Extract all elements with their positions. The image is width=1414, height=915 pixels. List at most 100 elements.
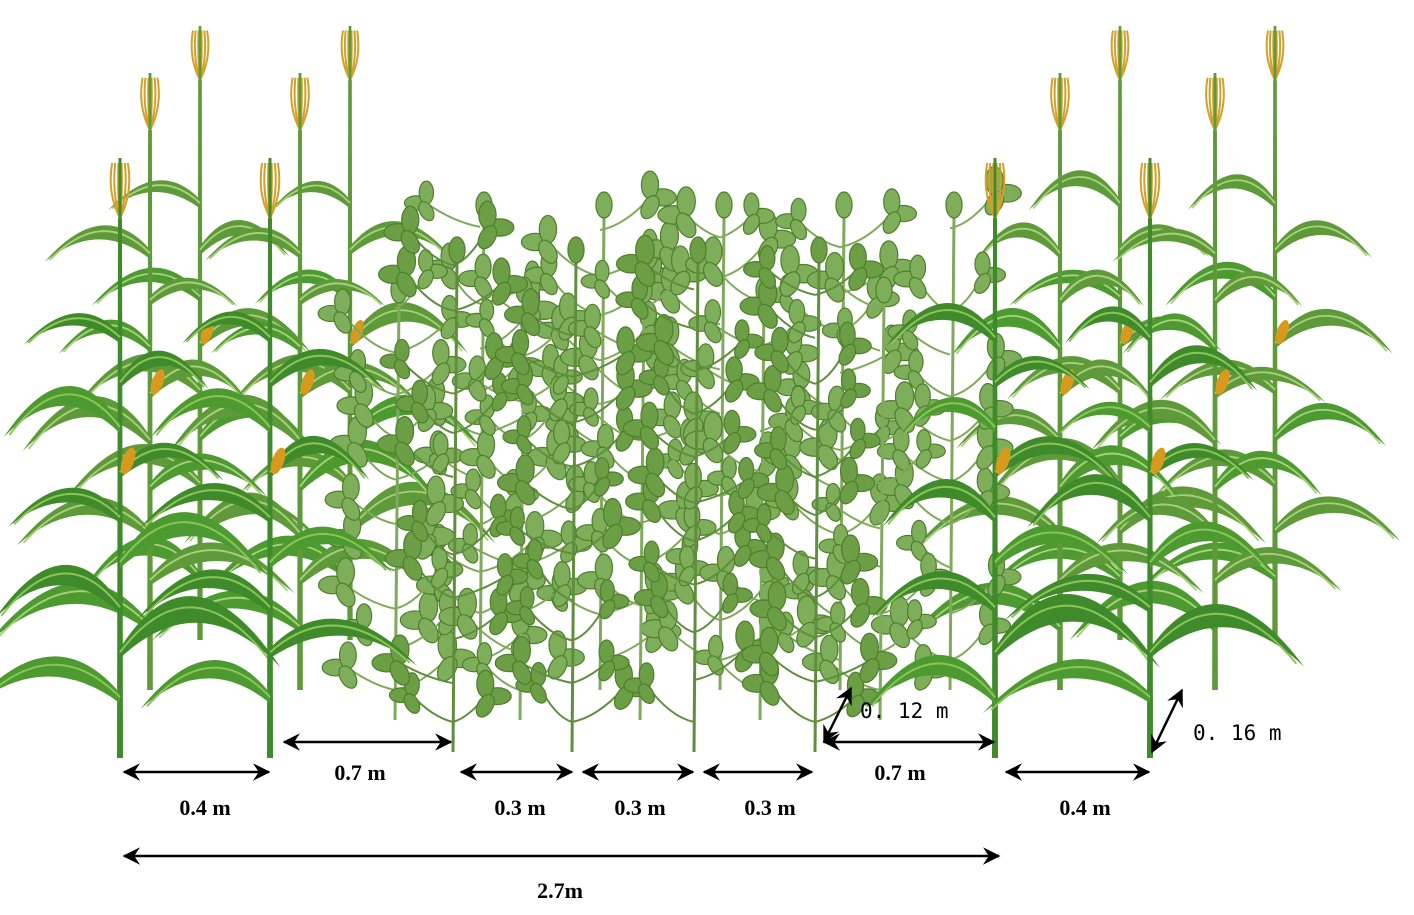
maize-leaf-rib	[994, 604, 1153, 666]
maize-tassel	[994, 162, 1006, 219]
maize-ear	[1215, 369, 1230, 395]
maize-leaf-rib	[904, 402, 996, 434]
maize-leaf	[169, 394, 300, 452]
soy-leaflet	[810, 236, 828, 264]
soy-leaflet	[859, 658, 880, 684]
maize-tassel	[1059, 77, 1070, 131]
maize-tassel	[1119, 30, 1130, 81]
maize-ear	[300, 369, 315, 395]
maize-leaf-rib	[119, 521, 262, 574]
soy-leaflet	[770, 350, 790, 374]
maize-stalk	[1212, 130, 1218, 690]
maize-stalk	[1147, 218, 1153, 758]
soy-leaflet	[401, 205, 420, 235]
soy-leaflet	[341, 497, 361, 521]
soy-leaflet	[840, 368, 857, 393]
soy-leaflet	[707, 634, 724, 660]
soy-leaflet	[679, 545, 695, 570]
soy-leaflet	[521, 288, 540, 317]
soy-leaflet	[476, 454, 496, 479]
soy-leaflet	[758, 245, 776, 272]
dimension-label: 0.3 m	[494, 795, 545, 820]
soy-leaflet	[906, 599, 923, 624]
soy-leaflet	[335, 582, 356, 608]
soy-leaflet	[737, 478, 755, 500]
soy-leaflet	[516, 383, 534, 406]
soy-leaflet	[432, 432, 449, 458]
soy-leaflet	[770, 426, 787, 453]
soy-leaflet	[425, 501, 447, 527]
soy-leaflet	[464, 488, 482, 510]
soy-leaflet	[491, 391, 508, 412]
soy-leaflet	[598, 639, 615, 665]
soy-leaflet	[704, 299, 722, 326]
soy-stem	[451, 259, 459, 753]
maize-stalk	[267, 218, 273, 758]
soy-leaflet	[684, 462, 702, 491]
soy-leaflet	[774, 489, 795, 516]
maize-leaf-rib	[119, 606, 274, 665]
soy-leaflet	[336, 557, 356, 588]
maize-leaf	[3, 385, 120, 438]
soy-leaflet	[640, 401, 659, 431]
maize-leaf	[120, 350, 209, 389]
soy-leaflet	[426, 475, 446, 506]
maize-leaf	[995, 593, 1160, 668]
soy-leaflet	[539, 272, 558, 296]
soy-leaflet	[465, 468, 481, 493]
soy-leaflet	[702, 261, 724, 287]
soy-leaflet	[514, 480, 536, 506]
soy-leaflet	[519, 586, 535, 610]
soy-leaflet	[848, 243, 867, 272]
maize-leaf-rib	[1274, 502, 1395, 540]
maize-leaf-rib	[955, 314, 1061, 355]
soy-leaflet	[771, 326, 789, 355]
soy-leaflet	[780, 244, 800, 276]
soy-leaflet	[474, 253, 492, 281]
soy-leaflet	[689, 236, 707, 264]
soy-leaflet	[599, 599, 616, 620]
soy-leaflet	[496, 574, 514, 596]
maize-leaf-rib	[0, 572, 121, 617]
soy-leaflet	[630, 297, 649, 320]
maize-leaf	[150, 359, 248, 402]
maize-leaf-rib	[1059, 452, 1174, 496]
maize-leaf	[951, 308, 1060, 356]
soy-leaflet	[594, 476, 610, 497]
maize-leaf-rib	[1149, 612, 1298, 665]
maize-leaf-rib	[144, 489, 271, 527]
soy-leaflet	[638, 683, 655, 704]
maize-ear	[150, 369, 165, 395]
maize-leaf	[85, 536, 200, 587]
maize-leaf-rib	[349, 490, 489, 542]
soy-leaflet	[511, 660, 532, 685]
maize-stalk	[147, 130, 153, 690]
maize-leaf-rib	[8, 393, 121, 436]
soy-leaflet	[348, 371, 367, 393]
soy-leaflet	[476, 669, 495, 699]
maize-leaf-rib	[871, 662, 996, 707]
maize-leaf-rib	[199, 225, 286, 256]
maize-stalk	[1272, 80, 1278, 640]
soy-leaflet	[643, 561, 661, 583]
soy-leaflet	[598, 660, 616, 682]
soy-leaflet	[475, 693, 495, 718]
soy-leaflet	[411, 499, 428, 525]
soy-leaflet	[767, 581, 787, 611]
soy-leaflet	[476, 641, 493, 667]
soy-leaflet	[757, 303, 778, 329]
maize-tassel	[299, 77, 310, 131]
soy-leaflet	[906, 619, 923, 640]
soy-leaflet	[584, 303, 601, 331]
soy-leaflet	[743, 192, 760, 218]
soy-leaflet	[341, 473, 360, 502]
soy-leaflet	[658, 626, 679, 652]
maize-stalk	[297, 130, 303, 690]
maize-leaf-rib	[1059, 549, 1198, 592]
maize-leaf-rib	[149, 459, 263, 496]
maize-stalk	[992, 218, 998, 758]
soy-leaflet	[908, 349, 924, 375]
maize-leaf	[1215, 270, 1303, 307]
soy-leaflet	[908, 276, 927, 299]
soy-leaflet	[759, 626, 779, 657]
